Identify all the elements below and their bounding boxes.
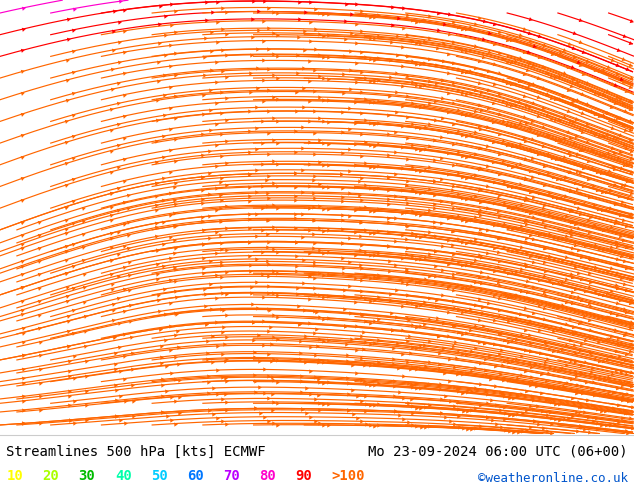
Text: 80: 80 — [259, 469, 276, 483]
Text: Mo 23-09-2024 06:00 UTC (06+00): Mo 23-09-2024 06:00 UTC (06+00) — [368, 445, 628, 459]
Text: Streamlines 500 hPa [kts] ECMWF: Streamlines 500 hPa [kts] ECMWF — [6, 445, 266, 459]
Text: 20: 20 — [42, 469, 59, 483]
Text: >100: >100 — [332, 469, 365, 483]
Text: ©weatheronline.co.uk: ©weatheronline.co.uk — [477, 472, 628, 486]
Text: 70: 70 — [223, 469, 240, 483]
Text: 30: 30 — [79, 469, 95, 483]
Text: 10: 10 — [6, 469, 23, 483]
Text: 90: 90 — [295, 469, 312, 483]
Text: 60: 60 — [187, 469, 204, 483]
Text: 40: 40 — [115, 469, 131, 483]
Text: 50: 50 — [151, 469, 167, 483]
